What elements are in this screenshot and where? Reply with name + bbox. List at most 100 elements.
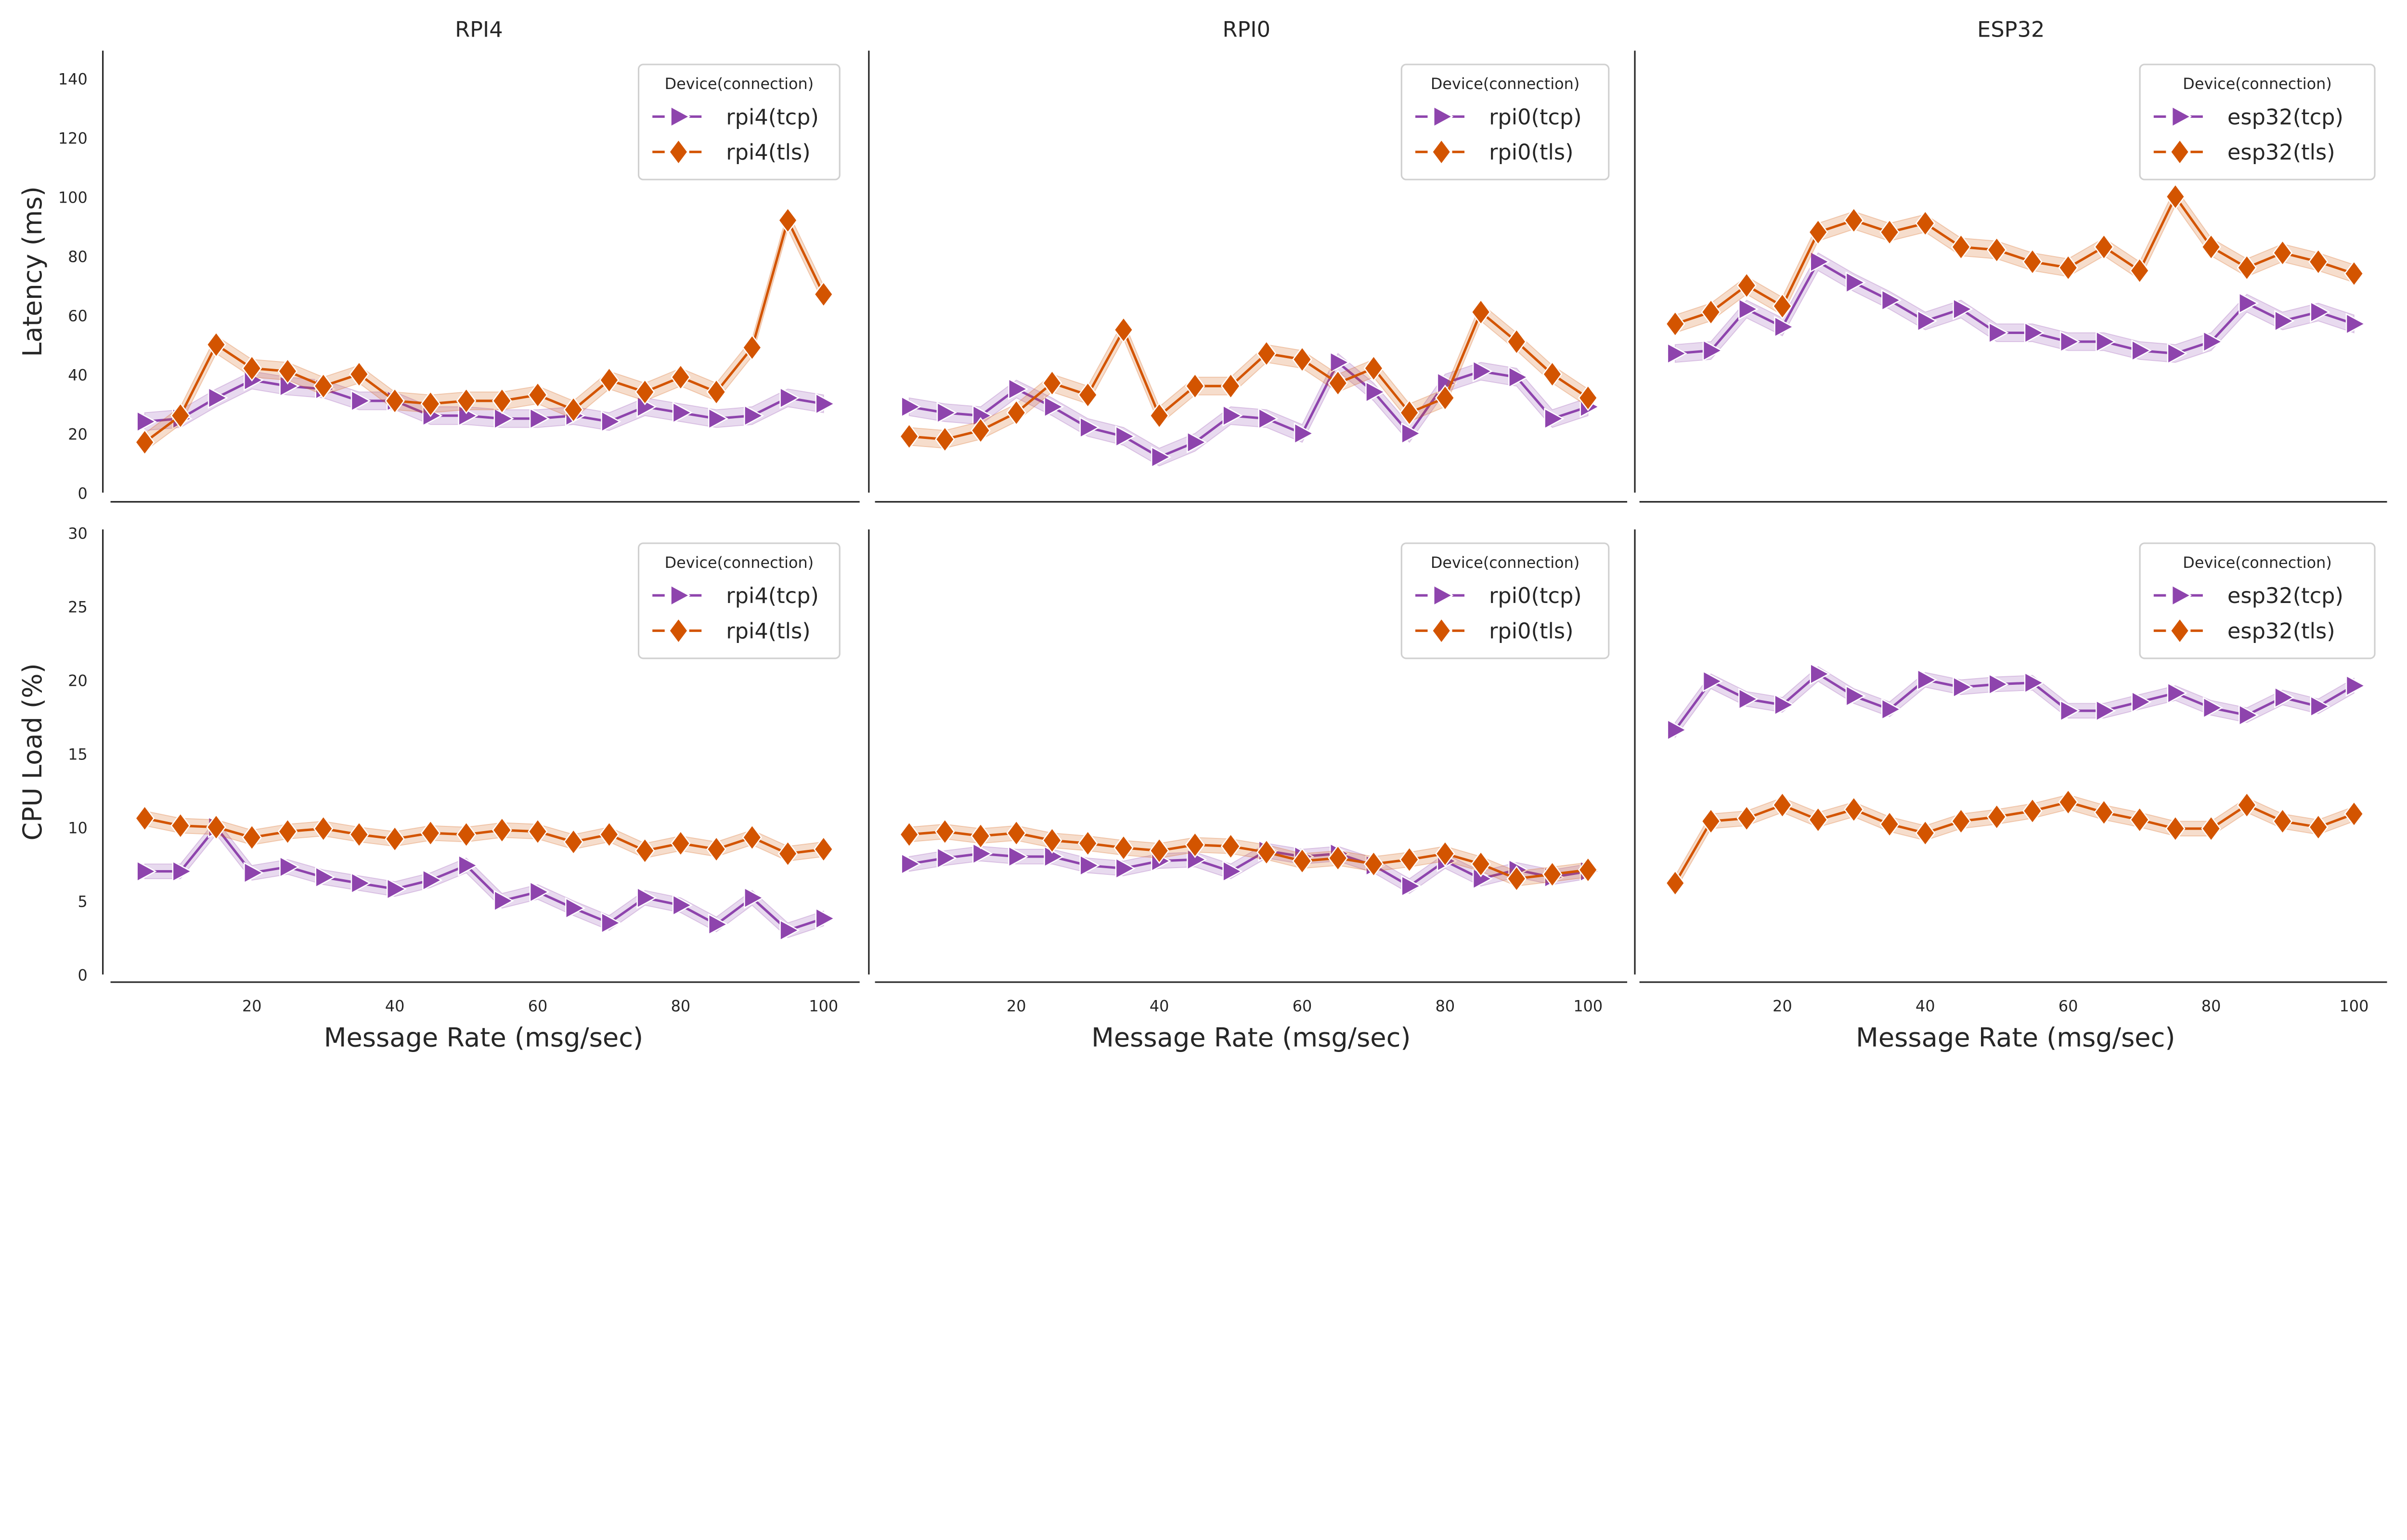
data-point-triangle	[901, 396, 921, 418]
data-point-diamond	[935, 818, 955, 845]
data-point-triangle	[2239, 292, 2259, 314]
legend-entry: rpi0(tls)	[1489, 619, 1573, 644]
data-point-triangle	[1401, 422, 1422, 445]
data-point-diamond	[1077, 830, 1098, 857]
data-point-diamond	[1292, 346, 1312, 373]
data-point-diamond	[1879, 218, 1900, 246]
x-axis-label: Message Rate (msg/sec)	[1091, 1023, 1411, 1053]
y-tick-label: 140	[58, 70, 88, 88]
data-point-triangle	[1151, 446, 1172, 468]
data-point-diamond	[599, 367, 620, 394]
data-point-triangle	[672, 401, 693, 424]
data-point-triangle	[901, 853, 921, 875]
panel-esp32: ESP32 Device(connection) esp32(tcp) esp32(t…	[1634, 17, 2387, 503]
data-point-triangle	[1988, 673, 2009, 695]
data-point-diamond	[456, 821, 477, 848]
data-point-diamond	[277, 818, 298, 845]
data-point-diamond	[1363, 850, 1384, 877]
panel-rpi0: RPI0 Device(connection) rpi0(tcp) rpi0(tls)	[868, 17, 1628, 503]
data-point-triangle	[1258, 407, 1279, 430]
data-point-triangle	[744, 404, 764, 427]
data-point-triangle	[458, 854, 479, 877]
data-point-diamond	[563, 828, 583, 855]
data-point-triangle	[493, 407, 514, 430]
data-point-diamond	[420, 390, 441, 417]
data-point-triangle	[2096, 700, 2116, 722]
data-point-triangle	[1472, 360, 1493, 383]
data-point-diamond	[2308, 248, 2329, 275]
data-point-diamond	[1042, 827, 1062, 854]
data-point-diamond	[1951, 808, 1971, 835]
data-point-diamond	[1915, 210, 1936, 237]
data-point-triangle	[1115, 425, 1136, 448]
data-point-diamond	[528, 818, 548, 845]
data-point-diamond	[242, 355, 262, 382]
data-point-diamond	[1665, 870, 1685, 897]
data-point-diamond	[1736, 805, 1757, 832]
triangle-marker-icon	[2171, 584, 2192, 607]
data-point-triangle	[136, 411, 157, 433]
data-point-triangle	[2059, 700, 2081, 722]
data-point-triangle	[779, 386, 800, 409]
data-point-triangle	[1187, 431, 1207, 453]
data-point-triangle	[1881, 289, 1902, 311]
data-point-diamond	[1506, 865, 1527, 892]
data-point-diamond	[1077, 382, 1098, 409]
data-point-diamond	[2201, 233, 2221, 260]
data-point-triangle	[1008, 378, 1029, 400]
y-tick-label: 40	[68, 366, 88, 384]
data-point-diamond	[1808, 218, 1828, 246]
legend-entry: rpi0(tcp)	[1489, 104, 1582, 129]
data-point-triangle	[1667, 342, 1687, 365]
series-rpi4(tls)	[134, 805, 834, 867]
data-point-triangle	[1810, 663, 1830, 685]
data-point-diamond	[1220, 833, 1241, 860]
data-point-triangle	[1222, 404, 1243, 427]
data-point-diamond	[1113, 834, 1134, 861]
data-point-diamond	[313, 372, 334, 399]
y-tick-label: 30	[68, 524, 88, 542]
data-point-triangle	[2131, 339, 2152, 362]
diamond-marker-icon	[668, 139, 689, 166]
data-point-diamond	[134, 805, 155, 832]
data-point-triangle	[672, 894, 693, 916]
data-point-diamond	[563, 396, 583, 424]
data-point-triangle	[779, 919, 800, 941]
data-point-diamond	[899, 821, 919, 848]
legend: Device(connection) rpi4(tcp) rpi4(tls)	[637, 64, 841, 180]
data-point-triangle	[1845, 685, 1866, 707]
data-point-diamond	[1471, 850, 1491, 877]
data-point-diamond	[134, 429, 155, 456]
data-point-diamond	[1220, 372, 1241, 399]
data-point-diamond	[206, 814, 226, 841]
series-rpi0(tls)	[899, 818, 1598, 892]
diamond-marker-icon	[668, 617, 689, 644]
diamond-marker-icon	[1431, 139, 1451, 166]
x-tick-label: 60	[528, 997, 548, 1015]
data-point-diamond	[2344, 800, 2364, 827]
data-point-triangle	[601, 911, 621, 934]
x-tick-label: 80	[1436, 997, 1455, 1015]
panel-cpu-0: 0 5 10 15 20 25 30 20 40 60 80 100 CPU Load (%) Messa…	[17, 524, 860, 1053]
y-tick-label: 20	[68, 425, 88, 443]
data-point-triangle	[136, 860, 157, 883]
legend: Device(connection) rpi4(tcp) rpi4(tls)	[637, 542, 841, 659]
data-point-diamond	[1435, 840, 1455, 867]
x-tick-label: 80	[671, 997, 691, 1015]
data-point-triangle	[2024, 321, 2045, 344]
data-point-triangle	[708, 407, 729, 430]
data-point-triangle	[1222, 860, 1243, 883]
legend: Device(connection) rpi0(tcp) rpi0(tls)	[1400, 542, 1610, 659]
data-point-diamond	[1042, 370, 1062, 397]
data-point-triangle	[207, 386, 229, 409]
data-point-diamond	[1292, 847, 1312, 874]
data-point-triangle	[2239, 704, 2259, 726]
data-point-triangle	[2202, 696, 2224, 719]
data-point-triangle	[972, 842, 993, 865]
x-tick-label: 60	[1293, 997, 1312, 1015]
data-point-triangle	[2310, 301, 2330, 323]
data-point-diamond	[814, 836, 834, 863]
x-tick-label: 40	[385, 997, 405, 1015]
legend-box	[637, 542, 841, 659]
data-point-diamond	[2094, 799, 2114, 826]
